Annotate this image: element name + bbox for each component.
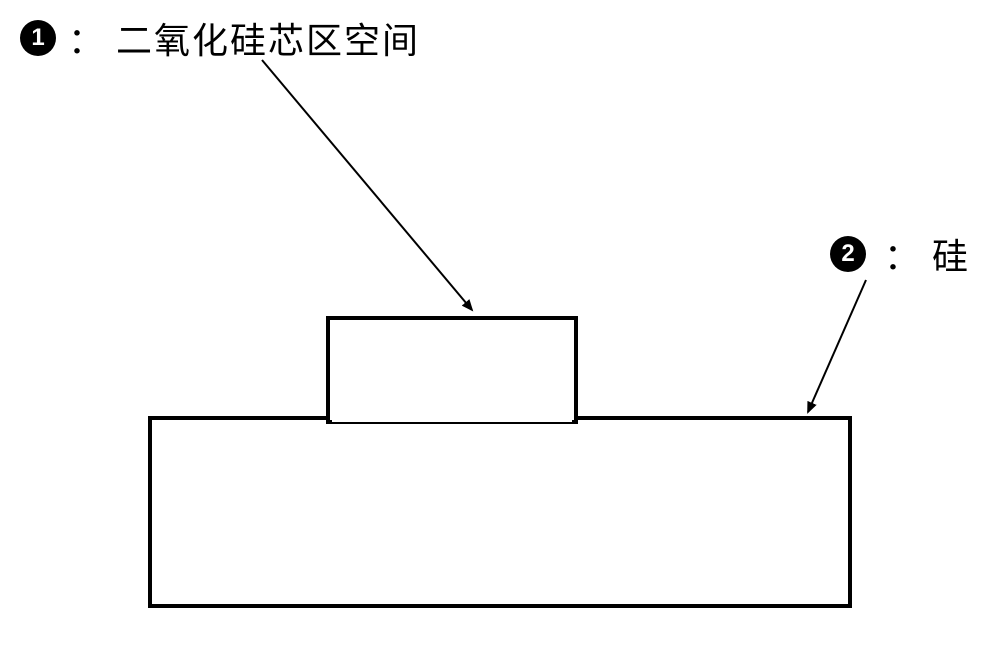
diagram-svg [0, 0, 1000, 652]
arrow-1 [262, 60, 472, 310]
arrow-2 [808, 280, 866, 412]
diagram-container: 1 ： 二氧化硅芯区空间 2 ： 硅 [0, 0, 1000, 652]
core-region-mask [332, 414, 572, 422]
substrate-shape [150, 418, 850, 606]
core-region-shape [328, 318, 576, 422]
